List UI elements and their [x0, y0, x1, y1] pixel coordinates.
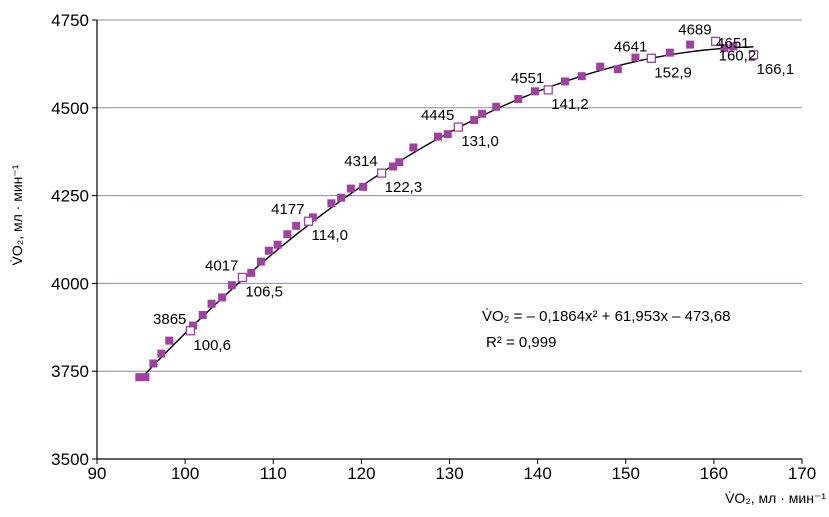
value-label: 4017 [205, 257, 238, 274]
threshold-label: 122,3 [385, 179, 423, 196]
data-point-filled [198, 311, 207, 320]
data-point-filled [470, 116, 479, 125]
data-point-filled [409, 143, 418, 152]
data-point-filled [273, 240, 282, 249]
data-point-open [376, 168, 387, 178]
x-tick-label: 130 [435, 464, 463, 483]
threshold-label: 166,1 [757, 61, 795, 78]
data-point-filled [149, 359, 158, 368]
data-point-filled [577, 72, 586, 81]
threshold-label: 131,0 [461, 133, 499, 150]
data-point-filled [492, 102, 501, 111]
threshold-label: 152,9 [654, 64, 692, 81]
data-point-open [453, 122, 463, 132]
data-point-open [748, 50, 759, 60]
x-tick-label: 170 [788, 464, 816, 483]
gridlines [97, 19, 802, 372]
data-point-filled [720, 44, 729, 53]
data-point-filled [227, 281, 236, 290]
data-point-filled [530, 87, 539, 96]
data-point-filled [189, 321, 198, 330]
data-point-filled [247, 268, 256, 277]
data-point-filled [283, 230, 292, 239]
data-point-filled [292, 221, 301, 230]
x-tick-label: 150 [612, 464, 640, 483]
y-tick-label: 4000 [51, 274, 89, 293]
data-point-filled [165, 336, 174, 345]
data-point-filled [337, 193, 346, 202]
value-label: 3865 [153, 311, 186, 328]
fit-curve-group [140, 46, 754, 379]
y-tick-label: 3500 [51, 450, 89, 469]
value-label: 4651 [716, 35, 749, 52]
data-point-open [303, 216, 314, 226]
data-point-filled [478, 109, 487, 118]
data-points [135, 36, 759, 382]
value-label: 4445 [421, 107, 454, 124]
data-point-filled [207, 299, 216, 308]
x-tick-label: 140 [523, 464, 551, 483]
threshold-label: 141,2 [551, 96, 589, 113]
data-point-filled [264, 246, 273, 255]
data-point-filled [346, 184, 355, 193]
value-label: 4641 [614, 38, 647, 55]
data-point-open [237, 272, 248, 283]
y-axis-label: V̇O₂, мл · мин⁻¹ [9, 164, 25, 265]
data-point-filled [560, 77, 569, 86]
axes: 3500 3750 4000 4250 4500 4750 90 100 110 120 130 14… [51, 11, 816, 483]
threshold-label: 114,0 [312, 227, 348, 244]
data-point-filled [256, 257, 265, 266]
value-label: 4177 [271, 201, 304, 218]
data-point-filled [327, 199, 336, 208]
point-labels: 3865 100,6 4017 106,5 4177 114,0 4314 122,3 4445… [153, 21, 794, 353]
data-point-filled [395, 158, 404, 167]
data-point-filled [613, 65, 622, 74]
x-tick-label: 110 [260, 464, 287, 483]
data-point-filled [141, 373, 150, 382]
r-squared: R² = 0,999 [486, 334, 556, 351]
data-point-open [543, 85, 553, 95]
threshold-label: 160,2 [719, 47, 757, 64]
data-point-filled [665, 48, 674, 57]
data-point-filled [389, 162, 398, 171]
regression-equation: V̇O₂ = – 0,1864x² + 61,953x – 473,68 [482, 308, 731, 325]
threshold-label: 106,5 [245, 283, 283, 300]
data-point-filled [157, 349, 166, 358]
data-point-open [646, 53, 656, 63]
threshold-label: 100,6 [193, 337, 231, 354]
value-label: 4689 [678, 21, 711, 38]
data-point-filled [218, 293, 227, 302]
value-label: 4314 [344, 153, 377, 170]
data-point-open [185, 326, 196, 336]
data-point-filled [434, 132, 443, 141]
fit-curve [140, 46, 754, 379]
x-tick-label: 90 [88, 464, 107, 483]
data-point-filled [135, 373, 144, 382]
value-label: 4551 [511, 70, 544, 87]
data-point-filled [359, 182, 368, 191]
y-tick-label: 4500 [51, 99, 89, 118]
data-point-filled [443, 130, 452, 139]
y-tick-label: 4750 [51, 11, 89, 30]
x-tick-label: 160 [700, 464, 728, 483]
y-tick-label: 3750 [51, 362, 89, 381]
x-tick-label: 120 [347, 464, 375, 483]
data-point-open [710, 36, 721, 47]
data-point-filled [596, 62, 605, 71]
data-point-filled [729, 42, 738, 51]
x-axis-label: V̇O₂, мл · мин⁻¹ [725, 490, 826, 506]
data-point-filled [631, 53, 640, 62]
x-tick-label: 100 [171, 464, 199, 483]
y-tick-label: 4250 [51, 187, 89, 206]
data-point-filled [686, 40, 695, 49]
data-point-filled [514, 95, 523, 104]
